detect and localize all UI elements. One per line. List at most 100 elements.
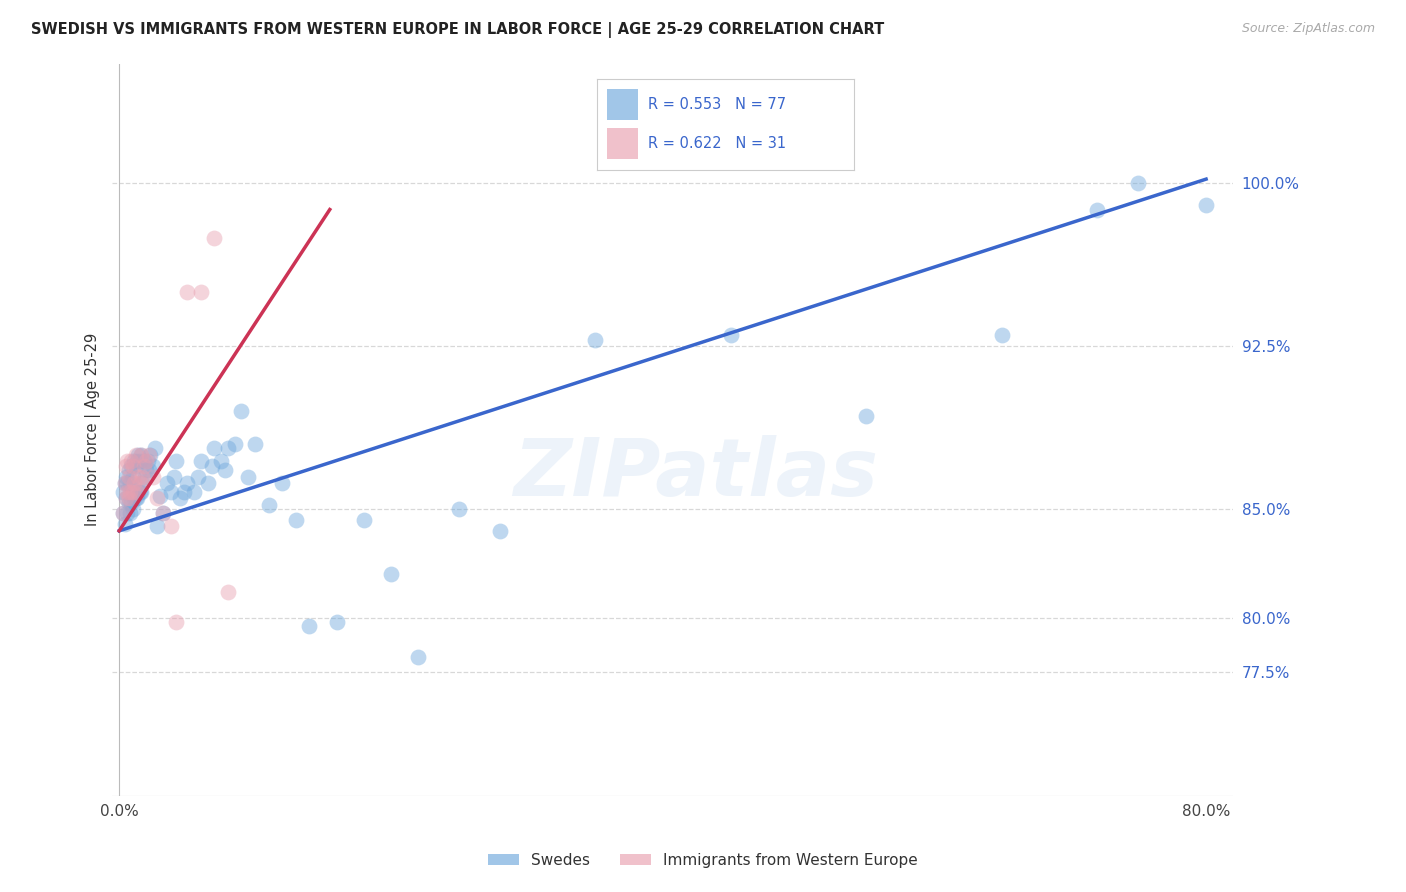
Point — [243, 437, 266, 451]
Point — [129, 484, 152, 499]
Point — [121, 502, 143, 516]
Point — [152, 507, 174, 521]
Point — [134, 469, 156, 483]
Point — [117, 507, 139, 521]
Point — [118, 495, 141, 509]
Point — [128, 454, 150, 468]
Point — [112, 507, 135, 521]
Point — [149, 489, 172, 503]
Point — [190, 454, 212, 468]
Point — [1087, 202, 1109, 217]
Point — [125, 484, 148, 499]
Point — [720, 328, 742, 343]
Point — [135, 454, 157, 468]
Point — [217, 442, 239, 456]
Point — [855, 409, 877, 423]
Point — [120, 458, 142, 473]
Point — [146, 519, 169, 533]
Point — [114, 476, 136, 491]
Point — [127, 484, 149, 499]
Point — [132, 454, 155, 468]
Point — [118, 469, 141, 483]
Point — [298, 619, 321, 633]
Point — [380, 567, 402, 582]
Point — [202, 231, 225, 245]
Point — [138, 448, 160, 462]
Point — [146, 491, 169, 506]
Point — [138, 463, 160, 477]
Point — [257, 498, 280, 512]
Point — [238, 469, 260, 483]
Point — [143, 442, 166, 456]
Point — [139, 448, 162, 462]
Point — [128, 476, 150, 491]
Point — [112, 507, 135, 521]
Point — [118, 463, 141, 477]
Point — [214, 463, 236, 477]
Text: ZIPatlas: ZIPatlas — [513, 434, 877, 513]
Point — [122, 491, 145, 506]
Point — [325, 615, 347, 629]
Text: Source: ZipAtlas.com: Source: ZipAtlas.com — [1241, 22, 1375, 36]
Point — [127, 469, 149, 483]
Point — [187, 469, 209, 483]
Point — [129, 448, 152, 462]
Point — [176, 476, 198, 491]
Point — [128, 484, 150, 499]
Point — [131, 469, 153, 483]
Point — [353, 513, 375, 527]
Point — [114, 517, 136, 532]
Point — [583, 333, 606, 347]
Point — [124, 458, 146, 473]
Point — [160, 519, 183, 533]
Point — [447, 502, 470, 516]
Point — [152, 507, 174, 521]
Point — [406, 649, 429, 664]
Point — [121, 484, 143, 499]
Point — [114, 476, 136, 491]
Point — [165, 615, 187, 629]
Point — [991, 328, 1014, 343]
Point — [117, 454, 139, 468]
Y-axis label: In Labor Force | Age 25-29: In Labor Force | Age 25-29 — [86, 334, 101, 526]
Point — [112, 484, 135, 499]
Point — [156, 476, 179, 491]
Point — [142, 458, 165, 473]
Point — [115, 458, 138, 473]
Legend: Swedes, Immigrants from Western Europe: Swedes, Immigrants from Western Europe — [482, 847, 924, 873]
Point — [197, 476, 219, 491]
Point — [284, 513, 307, 527]
Point — [1195, 198, 1218, 212]
Point — [132, 458, 155, 473]
Point — [271, 476, 294, 491]
Point — [160, 484, 183, 499]
Point — [202, 442, 225, 456]
Point — [118, 491, 141, 506]
Point — [183, 484, 205, 499]
Point — [120, 495, 142, 509]
Point — [169, 491, 191, 506]
Point — [129, 448, 152, 462]
Point — [231, 404, 253, 418]
Point — [115, 491, 138, 506]
Point — [120, 454, 142, 468]
Point — [121, 458, 143, 473]
Text: SWEDISH VS IMMIGRANTS FROM WESTERN EUROPE IN LABOR FORCE | AGE 25-29 CORRELATION: SWEDISH VS IMMIGRANTS FROM WESTERN EUROP… — [31, 22, 884, 38]
Point — [120, 484, 142, 499]
Point — [122, 454, 145, 468]
Point — [190, 285, 212, 299]
Point — [120, 476, 142, 491]
Point — [162, 469, 184, 483]
Point — [136, 454, 159, 468]
Point — [125, 491, 148, 506]
Point — [209, 454, 232, 468]
Point — [117, 484, 139, 499]
Point — [115, 491, 138, 506]
Point — [488, 524, 510, 538]
Point — [200, 458, 222, 473]
Point — [1128, 177, 1150, 191]
Point — [173, 484, 195, 499]
Point — [135, 463, 157, 477]
Point — [124, 448, 146, 462]
Point — [121, 469, 143, 483]
